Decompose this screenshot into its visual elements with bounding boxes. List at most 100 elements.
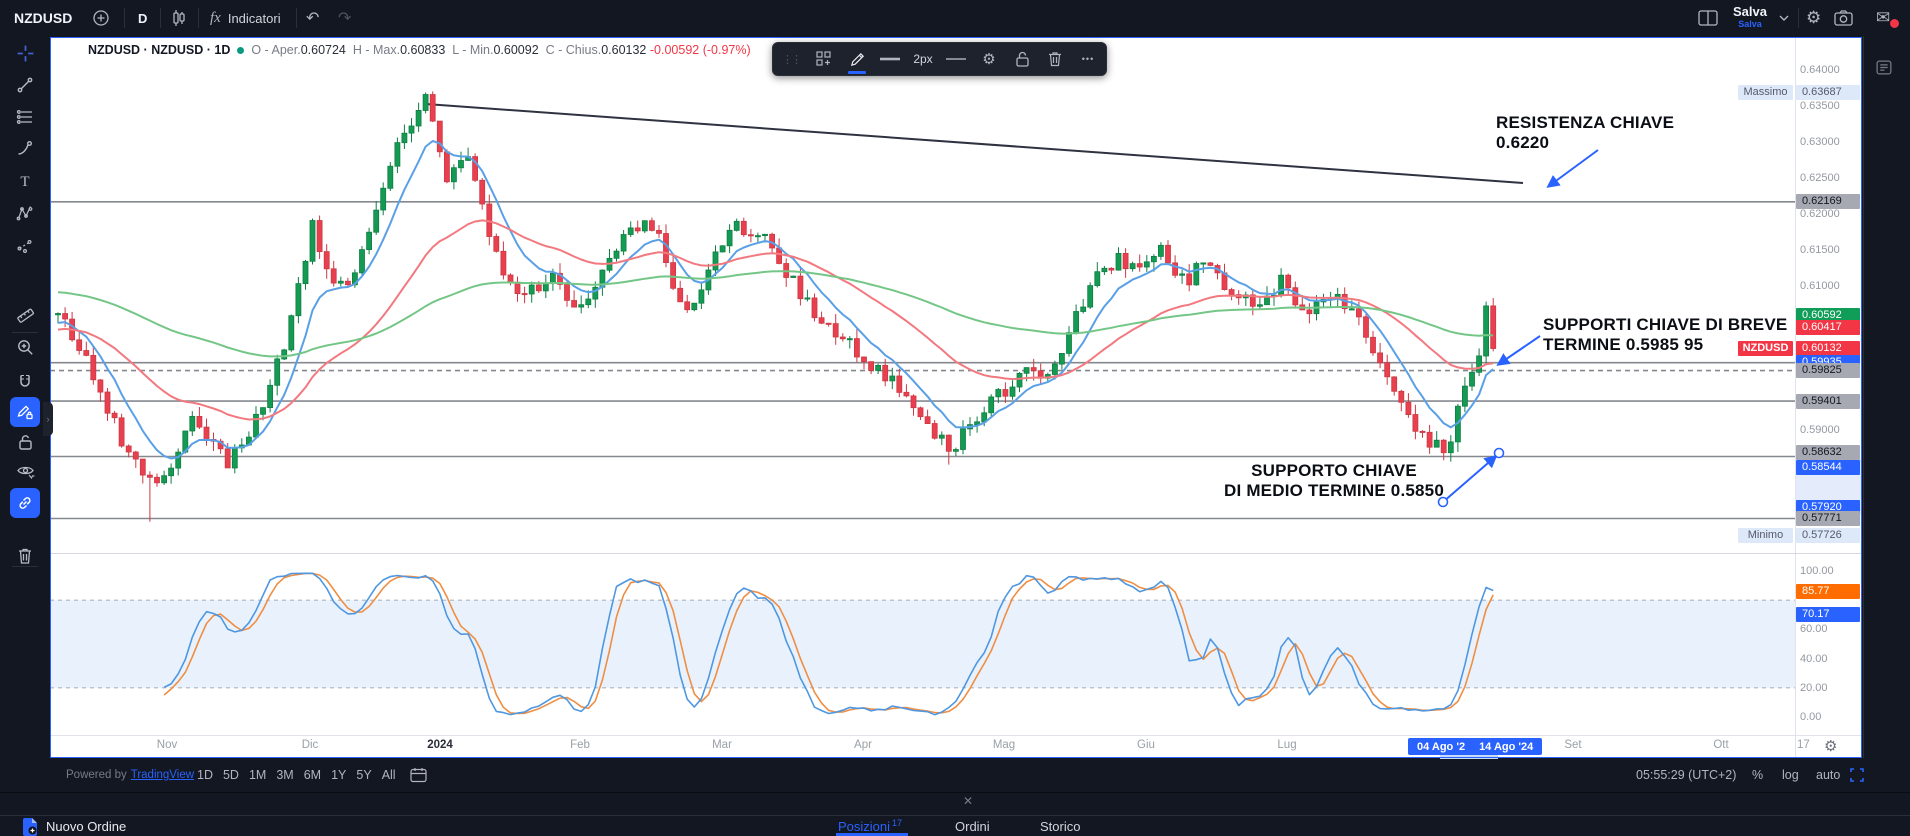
fib-retracement-tool[interactable] <box>10 102 40 132</box>
delete-drawing-icon[interactable] <box>1045 46 1065 72</box>
zoom-in-tool[interactable] <box>10 332 40 362</box>
price-badge: 0.60592 <box>1796 307 1860 323</box>
layout-select-icon[interactable] <box>1698 0 1718 36</box>
ruler-tool[interactable] <box>10 300 40 330</box>
remove-drawings-tool[interactable] <box>10 541 40 571</box>
price-tick: 0.61000 <box>1800 280 1840 292</box>
line-width-value[interactable]: 2px <box>913 52 933 66</box>
save-button[interactable]: Salva Salva <box>1733 4 1767 29</box>
range-button-5y[interactable]: 5Y <box>356 768 372 782</box>
time-axis-separator <box>50 735 1862 736</box>
clock[interactable]: 05:55:29 (UTC+2) <box>1636 768 1737 782</box>
axis-massimo-chip: Massimo <box>1738 85 1793 101</box>
screenshot-camera-icon[interactable] <box>1834 0 1853 36</box>
drawing-handle <box>1493 447 1505 459</box>
favorites-heart-tool[interactable] <box>10 262 40 292</box>
range-button-5d[interactable]: 5D <box>222 768 239 782</box>
toolbar-separator <box>12 566 38 567</box>
panel-strip: ✕ <box>0 792 1910 815</box>
text-tool[interactable]: T <box>10 166 40 196</box>
price-tick: 20.00 <box>1800 681 1828 694</box>
chart-legend[interactable]: NZDUSD · NZDUSD · 1D O - Aper.0.60724 H … <box>88 43 751 57</box>
collapse-toolbar-handle[interactable]: › <box>43 402 53 436</box>
floating-drawing-toolbar[interactable]: ⋮⋮ 2px ⚙ <box>772 42 1107 76</box>
go-to-date-icon[interactable] <box>410 758 427 792</box>
drawing-settings-gear-icon[interactable]: ⚙ <box>982 51 996 68</box>
drag-handle-icon[interactable]: ⋮⋮ <box>782 53 802 66</box>
chart-style-icon[interactable] <box>170 0 188 36</box>
range-button-6m[interactable]: 6M <box>303 768 322 782</box>
range-button-1d[interactable]: 1D <box>197 768 213 782</box>
trend-line-tool[interactable] <box>10 70 40 100</box>
percent-scale-button[interactable]: % <box>1752 768 1764 782</box>
drawing-mode-tool[interactable] <box>10 397 40 427</box>
lock-drawing-icon[interactable] <box>1012 46 1032 72</box>
legend-title[interactable]: NZDUSD · NZDUSD · 1D <box>88 43 231 57</box>
compare-add-icon[interactable] <box>92 0 110 36</box>
price-tick: 0.63000 <box>1800 136 1840 148</box>
notification-badge <box>1890 19 1899 28</box>
price-badge: 0.57726 <box>1796 528 1860 544</box>
pattern-tool[interactable] <box>10 198 40 228</box>
forecast-tool[interactable] <box>10 230 40 260</box>
lock-drawings-tool[interactable] <box>10 427 40 457</box>
mail-icon[interactable]: ✉ <box>1876 8 1891 27</box>
legend-ohlc: O - Aper.0.60724 H - Max.0.60833 L - Min… <box>251 43 751 57</box>
more-options-icon[interactable]: ••• <box>1081 54 1095 64</box>
time-axis-label: Nov <box>156 739 178 751</box>
toolbar-separator <box>124 8 125 28</box>
sync-drawings-tool[interactable] <box>10 488 40 518</box>
range-button-all[interactable]: All <box>381 768 396 782</box>
chart-plot[interactable] <box>50 37 1862 758</box>
save-chevron-icon[interactable] <box>1779 0 1789 36</box>
settings-gear-icon[interactable]: ⚙ <box>1806 8 1822 27</box>
tradingview-link[interactable]: TradingView <box>130 769 195 781</box>
range-button-1m[interactable]: 1M <box>248 768 267 782</box>
line-thick-icon[interactable] <box>880 46 900 72</box>
brush-tool[interactable] <box>10 134 40 164</box>
bottom-toolbar: Powered by TradingView 1D 5D 1M 3M 6M 1Y 5Y All… <box>0 758 1910 792</box>
arrow-drawing <box>1496 335 1541 366</box>
redo-icon[interactable]: ↷ <box>338 10 352 27</box>
news-icon[interactable] <box>1875 58 1894 77</box>
crosshair-tool[interactable] <box>10 38 40 68</box>
magnet-tool[interactable] <box>10 367 40 397</box>
tab-posizioni[interactable]: Posizioni 17 <box>838 817 903 835</box>
svg-text:T: T <box>20 174 29 190</box>
chart-text-annotation[interactable]: SUPPORTI CHIAVE DI BREVE TERMINE 0.5985 9… <box>1543 315 1788 354</box>
range-button-1y[interactable]: 1Y <box>331 768 347 782</box>
tab-ordini[interactable]: Ordini <box>955 819 990 834</box>
price-badge: 0.63687 <box>1796 85 1860 101</box>
pane-separator[interactable] <box>50 553 1862 554</box>
range-button-3m[interactable]: 3M <box>276 768 294 782</box>
new-order-button[interactable]: Nuovo Ordine <box>46 819 127 834</box>
line-thin-icon[interactable] <box>946 46 966 72</box>
price-badge: 0.58544 <box>1796 460 1860 476</box>
maximize-icon[interactable] <box>1850 758 1864 792</box>
log-scale-button[interactable]: log <box>1782 768 1799 782</box>
toolbar-separator <box>198 8 199 28</box>
auto-scale-button[interactable]: auto <box>1816 768 1841 782</box>
new-order-icon[interactable] <box>22 816 38 836</box>
close-icon[interactable]: ✕ <box>963 794 974 808</box>
chart-text-annotation[interactable]: SUPPORTO CHIAVE DI MEDIO TERMINE 0.5850 <box>1224 461 1444 500</box>
template-icon[interactable] <box>814 46 834 72</box>
hide-drawings-tool[interactable] <box>10 456 40 486</box>
axis-settings-gear-icon[interactable]: ⚙ <box>1824 738 1838 755</box>
interval-button[interactable]: D <box>138 10 148 26</box>
time-axis-label: 2024 <box>427 739 453 751</box>
symbol-button[interactable]: NZDUSD <box>14 10 73 26</box>
market-status-dot <box>237 46 245 54</box>
pencil-style-icon[interactable] <box>847 46 867 74</box>
chart-text-annotation[interactable]: RESISTENZA CHIAVE 0.6220 <box>1496 113 1675 152</box>
toolbar-separator <box>296 8 297 28</box>
toolbar-separator <box>160 8 161 28</box>
toolbar-separator <box>12 332 38 333</box>
time-axis-label: Mar <box>712 739 732 751</box>
tab-storico[interactable]: Storico <box>1040 819 1081 834</box>
top-toolbar: NZDUSD D fx Indicatori ↶ ↷ Salva Salva <box>0 0 1910 36</box>
price-badge: 0.62169 <box>1796 194 1860 210</box>
indicators-button[interactable]: fx Indicatori <box>210 9 281 26</box>
undo-icon[interactable]: ↶ <box>306 10 320 27</box>
price-tick: 0.61500 <box>1800 244 1840 256</box>
